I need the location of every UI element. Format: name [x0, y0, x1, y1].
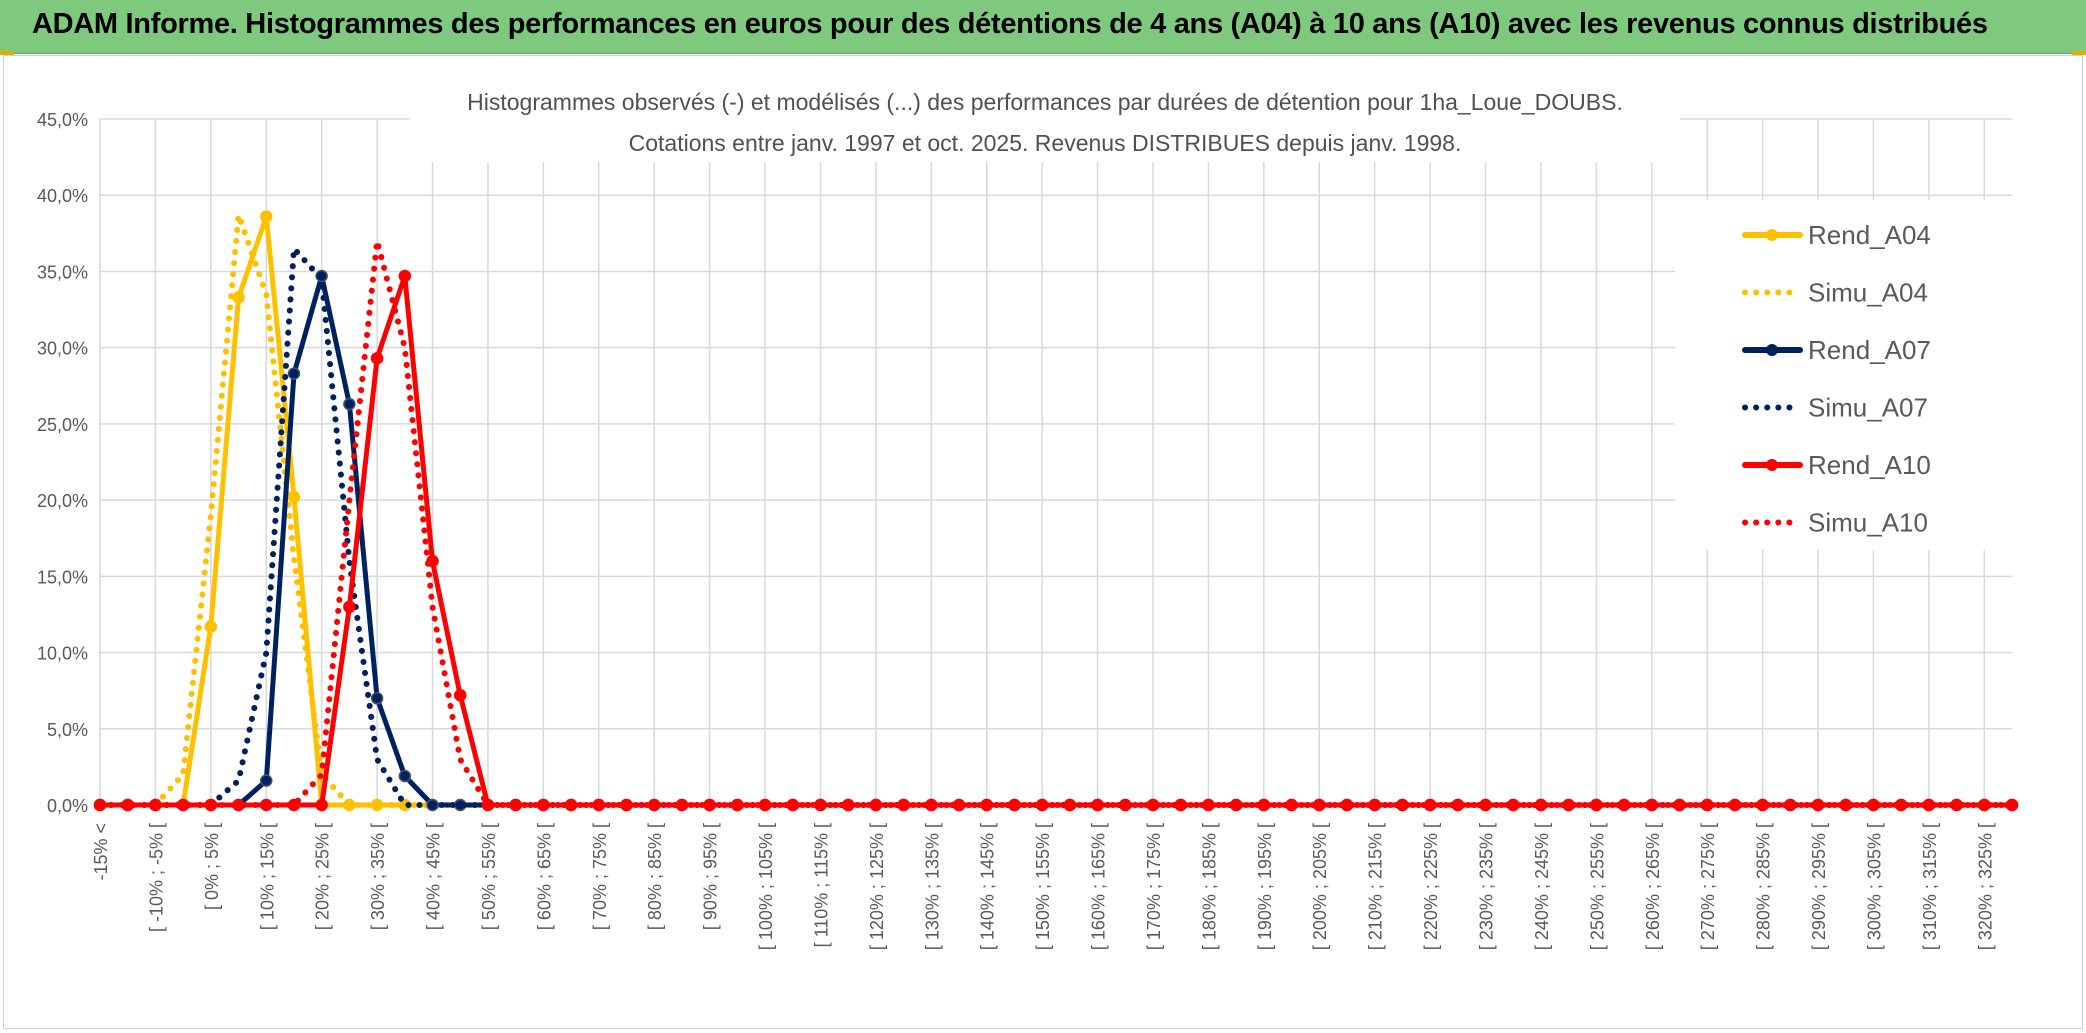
- x-tick-label: [ 50% ; 55% [: [479, 823, 499, 930]
- y-tick-label: 15,0%: [37, 567, 88, 587]
- data-point-rend-a07: [398, 769, 412, 783]
- legend-label: Simu_A10: [1808, 508, 1928, 538]
- data-point-rend-a10: [398, 269, 412, 283]
- chart-subtitle: Cotations entre janv. 1997 et oct. 2025.…: [629, 130, 1462, 156]
- y-tick-label: 45,0%: [37, 110, 88, 130]
- x-tick-label: [ 160% ; 165% [: [1089, 823, 1109, 950]
- x-tick-label: [ 210% ; 215% [: [1366, 823, 1386, 950]
- y-tick-label: 0,0%: [47, 796, 88, 816]
- y-tick-label: 40,0%: [37, 186, 88, 206]
- y-tick-label: 30,0%: [37, 339, 88, 359]
- x-tick-label: [ 270% ; 275% [: [1698, 823, 1718, 950]
- legend-label: Rend_A04: [1808, 220, 1931, 250]
- chart-title: Histogrammes observés (-) et modélisés (…: [467, 89, 1623, 115]
- x-tick-label: [ 250% ; 255% [: [1587, 823, 1607, 950]
- data-point-rend-a10: [315, 798, 328, 812]
- corner-marker: [2072, 51, 2086, 55]
- x-tick-label: [ 290% ; 295% [: [1809, 823, 1829, 950]
- x-tick-label: -15% <: [91, 823, 111, 881]
- x-tick-label: [ 320% ; 325% [: [1975, 823, 1995, 950]
- y-tick-label: 5,0%: [47, 720, 88, 740]
- data-point-rend-a07: [370, 692, 384, 705]
- y-tick-label: 25,0%: [37, 415, 88, 435]
- chart-legend: Rend_A04 Simu_A04 Rend_A07 Simu_A07 Rend_A10…: [1675, 200, 2015, 550]
- x-tick-label: [ 40% ; 45% [: [424, 823, 444, 930]
- legend-label: Simu_A04: [1808, 278, 1928, 308]
- x-tick-label: [ 170% ; 175% [: [1144, 823, 1164, 950]
- x-tick-label: [ 30% ; 35% [: [368, 823, 388, 930]
- data-point-rend-a04: [260, 210, 273, 223]
- x-tick-label: [ 260% ; 265% [: [1643, 823, 1663, 950]
- x-tick-label: [ 20% ; 25% [: [313, 823, 333, 930]
- corner-marker: [0, 51, 14, 55]
- x-tick-label: [ 0% ; 5% [: [202, 823, 222, 910]
- data-point-rend-a10: [343, 600, 356, 614]
- legend-marker: [1766, 229, 1778, 241]
- chart-frame: [3, 55, 2083, 1029]
- x-tick-label: [ 230% ; 235% [: [1477, 823, 1497, 950]
- series-layer: [93, 210, 2019, 812]
- legend-marker: [1766, 459, 1778, 471]
- x-tick-label: [ 310% ; 315% [: [1920, 823, 1940, 950]
- legend-marker: [1766, 344, 1778, 356]
- x-tick-label: [ 280% ; 285% [: [1754, 823, 1774, 950]
- data-point-rend-a07: [260, 774, 273, 787]
- x-tick-label: [ 80% ; 85% [: [645, 823, 665, 930]
- y-axis: 0,0% 5,0% 10,0% 15,0% 20,0% 25,0% 30,0% 35,0% 40…: [37, 110, 88, 816]
- x-tick-label: [ 100% ; 105% [: [756, 823, 776, 950]
- x-tick-label: [ 70% ; 75% [: [590, 823, 610, 930]
- data-point-rend-a04: [287, 490, 301, 504]
- report-title: ADAM Informe. Histogrammes des performan…: [32, 8, 1988, 40]
- x-tick-label: [ 10% ; 15% [: [257, 823, 277, 930]
- x-tick-label: [ 200% ; 205% [: [1310, 823, 1330, 950]
- legend-label: Rend_A10: [1808, 450, 1931, 480]
- legend-label: Rend_A07: [1808, 335, 1931, 365]
- x-tick-label: [ 300% ; 305% [: [1864, 823, 1884, 950]
- y-tick-label: 10,0%: [37, 644, 88, 664]
- legend-label: Simu_A07: [1808, 393, 1928, 423]
- x-tick-label: [ 130% ; 135% [: [922, 823, 942, 950]
- data-point-rend-a04: [232, 291, 245, 304]
- title-background: [410, 80, 1680, 162]
- x-tick-label: [ -10% ; -5% [: [146, 823, 166, 932]
- report-banner: ADAM Informe. Histogrammes des performan…: [0, 0, 2086, 54]
- x-tick-label: [ 110% ; 115% [: [811, 823, 831, 947]
- data-point-rend-a10: [370, 352, 384, 365]
- y-tick-label: 20,0%: [37, 491, 88, 511]
- legend-background: [1675, 200, 2015, 550]
- series-line-simu-a10: [97, 238, 2015, 808]
- x-tick-label: [ 60% ; 65% [: [534, 823, 554, 930]
- x-axis: -15% < [ -10% ; -5% [ [ 0% ; 5% [ [ 10% ; 1…: [91, 823, 1995, 950]
- x-tick-label: [ 120% ; 125% [: [867, 823, 887, 950]
- x-tick-label: [ 90% ; 95% [: [701, 823, 721, 930]
- x-tick-label: [ 240% ; 245% [: [1532, 823, 1552, 950]
- y-tick-label: 35,0%: [37, 262, 88, 282]
- x-tick-label: [ 190% ; 195% [: [1255, 823, 1275, 950]
- x-tick-label: [ 150% ; 155% [: [1033, 823, 1053, 950]
- data-point-rend-a07: [287, 367, 301, 380]
- data-point-rend-a10: [453, 688, 467, 702]
- x-tick-label: [ 140% ; 145% [: [978, 823, 998, 950]
- data-point-rend-a04: [204, 620, 218, 633]
- data-point-rend-a07: [343, 397, 356, 411]
- x-tick-label: [ 180% ; 185% [: [1199, 823, 1219, 950]
- x-tick-label: [ 220% ; 225% [: [1421, 823, 1441, 950]
